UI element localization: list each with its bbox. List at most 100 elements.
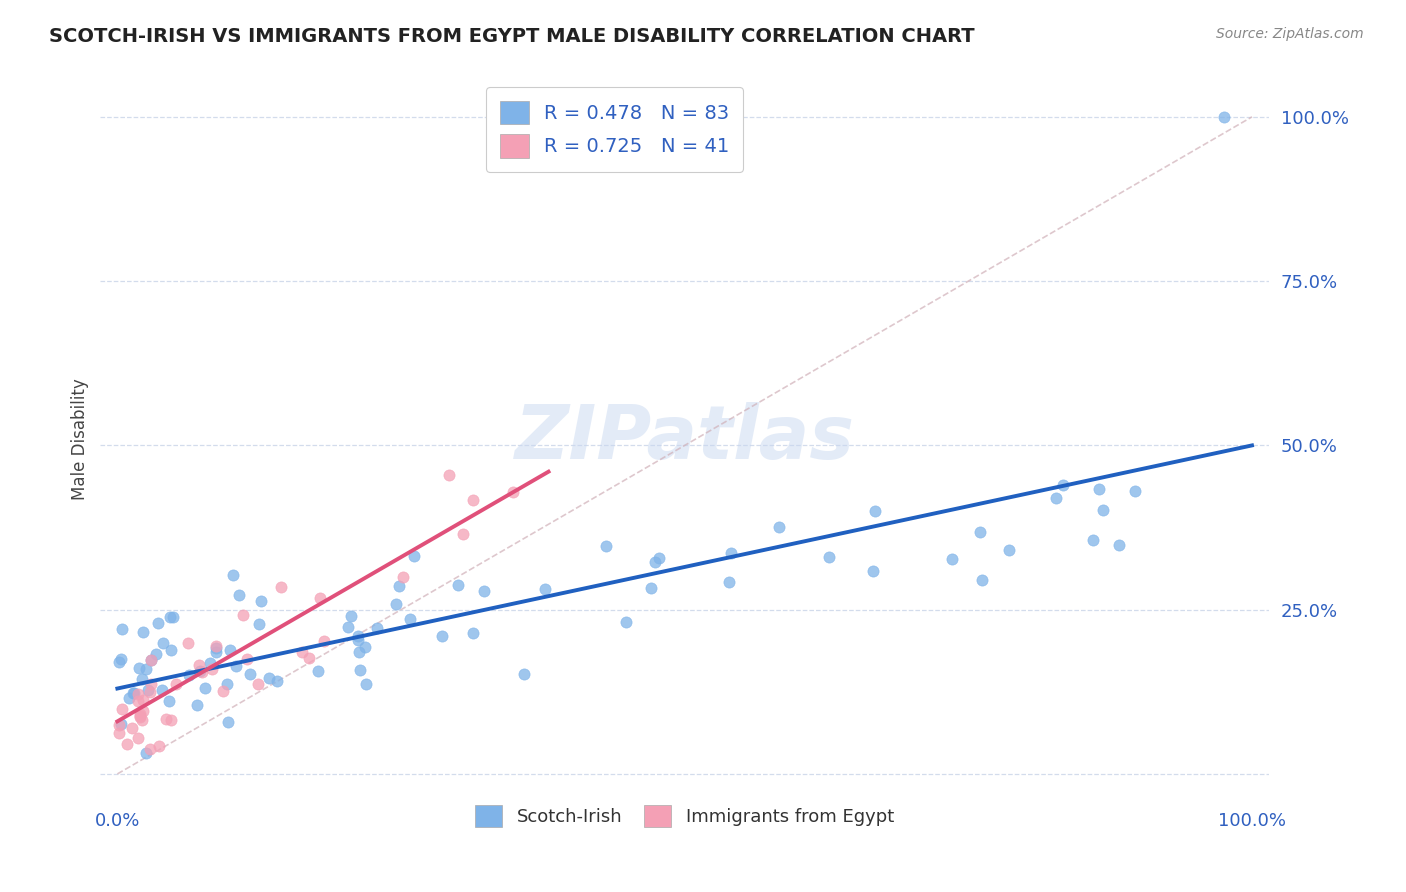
- Point: [818, 549, 841, 564]
- Point: [384, 597, 406, 611]
- Point: [228, 588, 250, 602]
- Point: [127, 731, 149, 746]
- Point: [399, 612, 422, 626]
- Legend: Scotch-Irish, Immigrants from Egypt: Scotch-Irish, Immigrants from Egypt: [468, 798, 901, 835]
- Text: SCOTCH-IRISH VS IMMIGRANTS FROM EGYPT MALE DISABILITY CORRELATION CHART: SCOTCH-IRISH VS IMMIGRANTS FROM EGYPT MA…: [49, 27, 974, 45]
- Point: [205, 639, 228, 653]
- Point: [720, 546, 742, 560]
- Text: ZIPatlas: ZIPatlas: [515, 402, 855, 475]
- Point: [768, 520, 790, 534]
- Point: [111, 622, 134, 636]
- Point: [135, 662, 157, 676]
- Point: [534, 582, 557, 596]
- Point: [349, 663, 371, 677]
- Point: [1212, 110, 1234, 124]
- Point: [1123, 483, 1146, 498]
- Point: [862, 564, 884, 578]
- Point: [194, 681, 217, 695]
- Point: [135, 746, 157, 760]
- Point: [152, 636, 174, 650]
- Point: [388, 579, 411, 593]
- Point: [247, 677, 270, 691]
- Text: Source: ZipAtlas.com: Source: ZipAtlas.com: [1216, 27, 1364, 41]
- Point: [139, 684, 162, 698]
- Point: [157, 694, 180, 708]
- Point: [353, 640, 375, 654]
- Point: [139, 653, 162, 667]
- Point: [969, 524, 991, 539]
- Point: [266, 673, 288, 688]
- Point: [159, 610, 181, 624]
- Point: [1087, 483, 1109, 497]
- Point: [1083, 533, 1105, 547]
- Point: [136, 683, 159, 698]
- Point: [188, 665, 211, 679]
- Point: [257, 672, 280, 686]
- Point: [128, 706, 150, 721]
- Point: [270, 580, 292, 594]
- Point: [595, 539, 617, 553]
- Point: [162, 610, 184, 624]
- Point: [366, 621, 388, 635]
- Point: [148, 739, 170, 754]
- Point: [150, 683, 173, 698]
- Point: [1108, 537, 1130, 551]
- Point: [122, 686, 145, 700]
- Point: [347, 632, 370, 647]
- Point: [998, 543, 1021, 558]
- Point: [250, 594, 273, 608]
- Point: [139, 677, 162, 691]
- Point: [232, 607, 254, 622]
- Point: [108, 726, 131, 740]
- Point: [160, 713, 183, 727]
- Point: [205, 645, 228, 659]
- Point: [110, 717, 132, 731]
- Point: [121, 686, 143, 700]
- Point: [225, 659, 247, 673]
- Point: [160, 643, 183, 657]
- Point: [614, 615, 637, 629]
- Point: [513, 666, 536, 681]
- Point: [865, 504, 887, 518]
- Point: [236, 652, 259, 666]
- Point: [430, 629, 453, 643]
- Point: [640, 582, 662, 596]
- Point: [644, 555, 666, 569]
- Point: [138, 742, 160, 756]
- Point: [204, 641, 226, 656]
- Point: [191, 665, 214, 679]
- Point: [312, 634, 335, 648]
- Point: [128, 710, 150, 724]
- Y-axis label: Male Disability: Male Disability: [72, 378, 89, 500]
- Point: [107, 718, 129, 732]
- Point: [179, 668, 201, 682]
- Point: [349, 645, 371, 659]
- Point: [132, 624, 155, 639]
- Point: [177, 636, 200, 650]
- Point: [717, 574, 740, 589]
- Point: [211, 684, 233, 698]
- Point: [111, 702, 134, 716]
- Point: [437, 468, 460, 483]
- Point: [239, 666, 262, 681]
- Point: [392, 569, 415, 583]
- Point: [155, 712, 177, 726]
- Point: [218, 642, 240, 657]
- Point: [115, 737, 138, 751]
- Point: [941, 551, 963, 566]
- Point: [141, 652, 163, 666]
- Point: [339, 609, 361, 624]
- Point: [128, 660, 150, 674]
- Point: [131, 672, 153, 686]
- Point: [648, 551, 671, 566]
- Point: [502, 485, 524, 500]
- Point: [201, 662, 224, 676]
- Point: [970, 573, 993, 587]
- Point: [110, 651, 132, 665]
- Point: [1045, 491, 1067, 505]
- Point: [1052, 478, 1074, 492]
- Point: [129, 709, 152, 723]
- Point: [217, 676, 239, 690]
- Point: [148, 615, 170, 630]
- Point: [402, 549, 425, 563]
